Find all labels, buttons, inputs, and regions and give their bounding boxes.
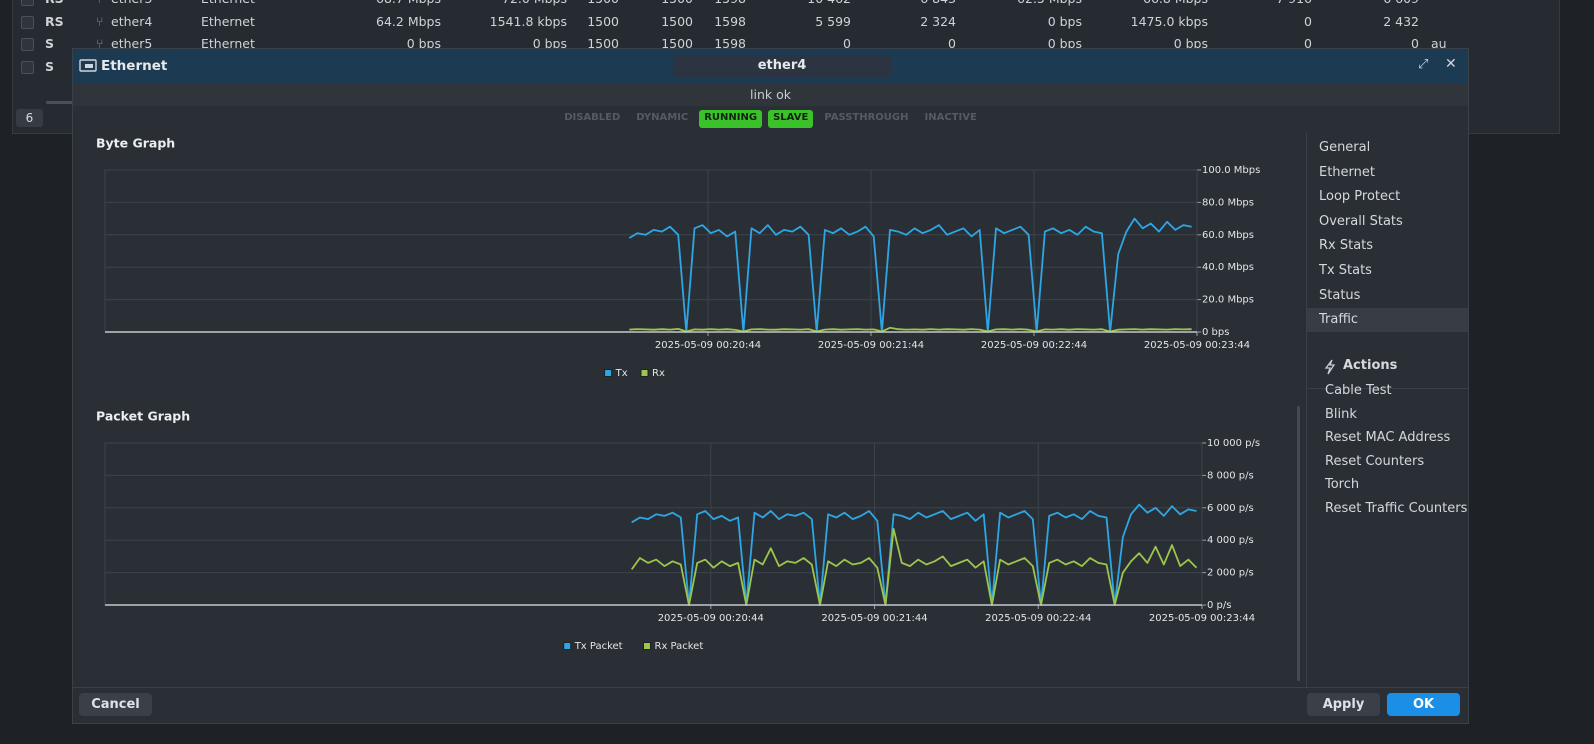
x-tick-label: 2025-05-09 00:22:44 bbox=[985, 613, 1091, 624]
legend-label: Rx bbox=[652, 368, 665, 379]
legend-swatch bbox=[641, 370, 648, 377]
chart-title: Byte Graph bbox=[96, 136, 175, 151]
y-tick-label: 8 000 p/s bbox=[1207, 470, 1254, 481]
x-tick-label: 2025-05-09 00:21:44 bbox=[821, 613, 927, 624]
legend-label: Tx Packet bbox=[574, 641, 623, 652]
plot-area bbox=[105, 443, 1202, 605]
series-line bbox=[629, 219, 1191, 332]
y-tick-label: 20.0 Mbps bbox=[1202, 295, 1254, 306]
x-tick-label: 2025-05-09 00:20:44 bbox=[658, 613, 764, 624]
chart-title: Packet Graph bbox=[96, 409, 190, 424]
x-tick-label: 2025-05-09 00:21:44 bbox=[818, 340, 924, 351]
y-tick-label: 2 000 p/s bbox=[1207, 568, 1254, 579]
x-tick-label: 2025-05-09 00:22:44 bbox=[981, 340, 1087, 351]
y-tick-label: 100.0 Mbps bbox=[1202, 165, 1260, 176]
y-tick-label: 80.0 Mbps bbox=[1202, 197, 1254, 208]
x-tick-label: 2025-05-09 00:23:44 bbox=[1144, 340, 1250, 351]
y-tick-label: 40.0 Mbps bbox=[1202, 262, 1254, 273]
legend-swatch bbox=[644, 643, 651, 650]
legend-label: Rx Packet bbox=[655, 641, 704, 652]
y-tick-label: 6 000 p/s bbox=[1207, 503, 1254, 514]
y-tick-label: 4 000 p/s bbox=[1207, 535, 1254, 546]
x-tick-label: 2025-05-09 00:20:44 bbox=[655, 340, 761, 351]
legend-label: Tx bbox=[615, 368, 628, 379]
x-tick-label: 2025-05-09 00:23:44 bbox=[1149, 613, 1255, 624]
y-tick-label: 60.0 Mbps bbox=[1202, 230, 1254, 241]
y-tick-label: 10 000 p/s bbox=[1207, 438, 1260, 449]
y-tick-label: 0 bps bbox=[1202, 327, 1229, 338]
legend-swatch bbox=[564, 643, 571, 650]
y-tick-label: 0 p/s bbox=[1207, 600, 1231, 611]
legend-swatch bbox=[605, 370, 612, 377]
plot-area bbox=[105, 170, 1197, 332]
series-line bbox=[629, 328, 1191, 332]
